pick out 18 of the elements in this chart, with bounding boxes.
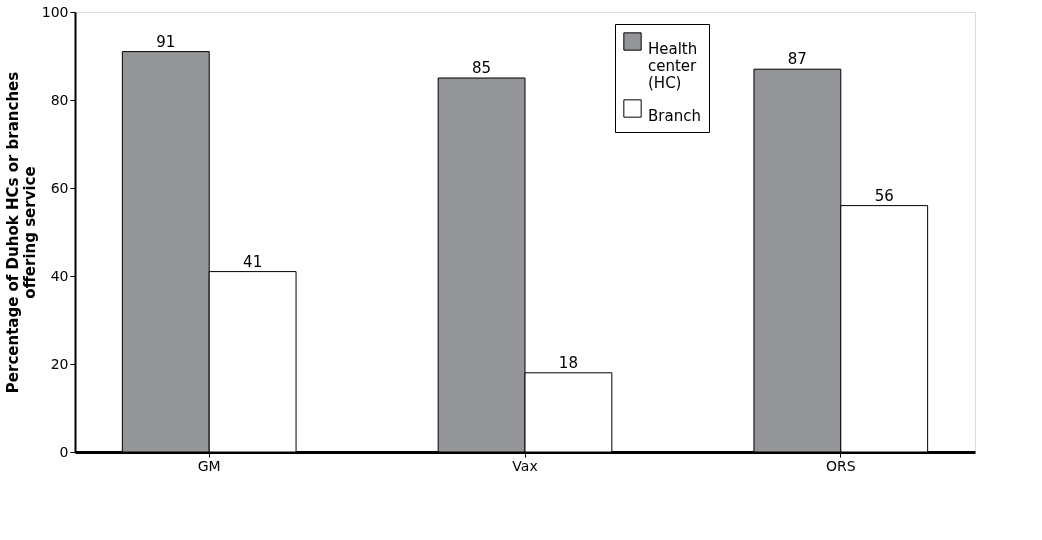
data-label: 18 [558,353,578,372]
x-tick-label: ORS [825,457,856,474]
y-tick-label: 40 [50,267,69,284]
data-label: 87 [787,50,807,69]
y-tick-label: 20 [50,355,69,372]
data-label: 85 [472,59,492,77]
data-label: 91 [156,32,176,51]
y-tick-label: 80 [50,91,69,108]
legend-label: Branch [648,106,701,125]
x-tick-label: GM [197,457,221,474]
y-tick-label: 100 [41,3,69,20]
data-label: 56 [874,186,894,205]
x-tick-label: Vax [512,457,538,474]
y-axis-title: Percentage of Duhok HCs or branches offering service [3,71,39,394]
y-tick-label: 0 [59,443,69,460]
legend-label: Health center (HC) [648,39,698,92]
data-label: 41 [243,252,263,271]
y-tick-label: 60 [50,179,69,196]
